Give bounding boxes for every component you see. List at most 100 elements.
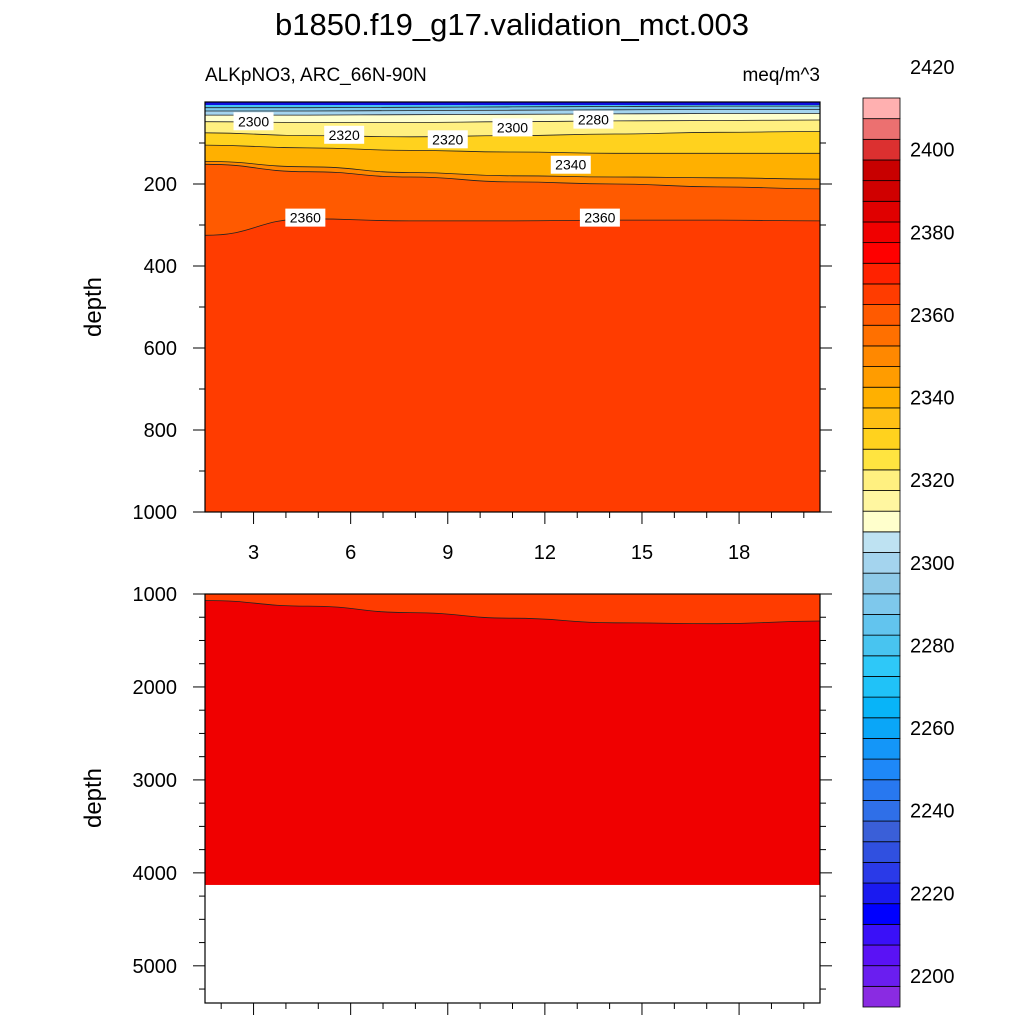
contour-label-box: [427, 130, 468, 149]
x-tick-label: 6: [345, 542, 356, 564]
contour-label-box: [492, 118, 533, 137]
x-tick-label: 9: [442, 542, 453, 564]
upper-panel: 2300 2320 2320 2300 2280 2340 2360 2360 3 6 9 12 15 1…: [133, 101, 832, 564]
colorbar-box: [862, 614, 901, 636]
colorbar-box: [862, 221, 901, 244]
contour-line: [205, 113, 820, 116]
colorbar-box: [862, 531, 901, 553]
contour-label: 2320: [329, 127, 360, 143]
colorbar-box: [862, 634, 901, 657]
units-label: meq/m^3: [742, 65, 820, 86]
colorbar-label: 2260: [910, 718, 955, 740]
colorbar-box: [862, 97, 901, 120]
colorbar-box: [862, 965, 901, 987]
contour-label: 2320: [432, 131, 463, 147]
colorbar-box: [862, 448, 901, 471]
contour-label-box: [324, 125, 365, 144]
y-tick-label: 200: [144, 174, 177, 196]
colorbar-box: [862, 510, 901, 533]
colorbar-box: [862, 882, 901, 905]
contour-label-box: [573, 110, 614, 129]
colorbar-label: 2380: [910, 222, 955, 244]
colorbar-box: [862, 800, 901, 822]
colorbar-label: 2200: [910, 966, 955, 988]
x-tick-label: 12: [534, 542, 556, 564]
colorbar-box: [862, 159, 901, 182]
colorbar-box: [862, 779, 901, 801]
contour-label: 2360: [584, 210, 615, 226]
colorbar-label: 2300: [910, 553, 955, 575]
colorbar-label: 2420: [910, 57, 955, 79]
x-tick-label: 15: [631, 542, 653, 564]
colorbar-label: 2400: [910, 140, 955, 162]
colorbar-box: [862, 696, 901, 719]
colorbar: 2200 2220 2240 2260 2280 2300 2320 2340 2360 2380…: [862, 57, 955, 1008]
contour-line: [204, 144, 820, 154]
colorbar-box: [862, 345, 901, 367]
colorbar-box: [862, 118, 901, 140]
colorbar-box: [862, 738, 901, 760]
contour-label: 2280: [578, 112, 609, 128]
colorbar-box: [862, 242, 901, 264]
colorbar-box: [862, 428, 901, 450]
colorbar-box: [862, 138, 901, 161]
y-tick-label: 2000: [133, 677, 178, 699]
contour-label: 2340: [555, 157, 586, 173]
y-tick-label: 1000: [133, 584, 178, 606]
colorbar-label: 2220: [910, 883, 955, 905]
contour-line: [204, 163, 821, 190]
contour-label: 2300: [497, 119, 528, 135]
contour-label-box: [233, 112, 274, 131]
colorbar-box: [862, 655, 901, 677]
chart-title: b1850.f19_g17.validation_mct.003: [275, 7, 749, 42]
y-tick-label: 400: [144, 256, 177, 278]
colorbar-box: [862, 469, 901, 491]
contour-fill-band: [205, 594, 820, 624]
colorbar-box: [862, 386, 901, 409]
colorbar-box: [862, 200, 901, 223]
colorbar-box: [862, 490, 901, 512]
colorbar-box: [862, 283, 901, 305]
contour-line: [204, 105, 820, 109]
lower-y-axis-label: depth: [80, 768, 107, 828]
colorbar-box: [862, 944, 901, 967]
contour-label-box: [285, 208, 326, 227]
contour-label-box: [550, 155, 591, 174]
colorbar-label: 2280: [910, 635, 955, 657]
x-tick-label: 18: [728, 542, 750, 564]
colorbar-box: [862, 903, 901, 925]
colorbar-box: [862, 820, 901, 843]
contour-line: [204, 161, 821, 180]
y-tick-label: 800: [144, 420, 177, 442]
upper-y-axis-label: depth: [80, 277, 107, 337]
colorbar-box: [862, 552, 901, 574]
lower-deep-fill: [205, 594, 820, 885]
colorbar-label: 2340: [910, 388, 955, 410]
y-tick-label: 4000: [133, 863, 178, 885]
colorbar-box: [862, 758, 901, 781]
colorbar-label: 2240: [910, 801, 955, 823]
colorbar-label: 2320: [910, 470, 955, 492]
colorbar-box: [862, 676, 901, 698]
colorbar-box: [862, 262, 901, 285]
y-tick-label: 600: [144, 338, 177, 360]
colorbar-box: [862, 861, 901, 884]
left-subtitle: ALKpNO3, ARC_66N-90N: [205, 65, 427, 86]
colorbar-box: [862, 717, 901, 739]
contour-label: 2360: [290, 210, 321, 226]
x-tick-label: 3: [248, 542, 259, 564]
colorbar-box: [862, 324, 901, 347]
colorbar-box: [862, 304, 901, 326]
contour-line: [204, 600, 821, 625]
colorbar-box: [862, 366, 901, 388]
surface-band: [205, 102, 820, 105]
colorbar-box: [862, 923, 901, 946]
colorbar-box: [862, 985, 901, 1008]
colorbar-box: [862, 593, 901, 615]
lower-panel: 1000 2000 3000 4000 5000: [133, 584, 832, 1015]
contour-label-box: [579, 208, 620, 227]
colorbar-box: [862, 572, 901, 595]
colorbar-box: [862, 180, 901, 202]
colorbar-label: 2360: [910, 305, 955, 327]
